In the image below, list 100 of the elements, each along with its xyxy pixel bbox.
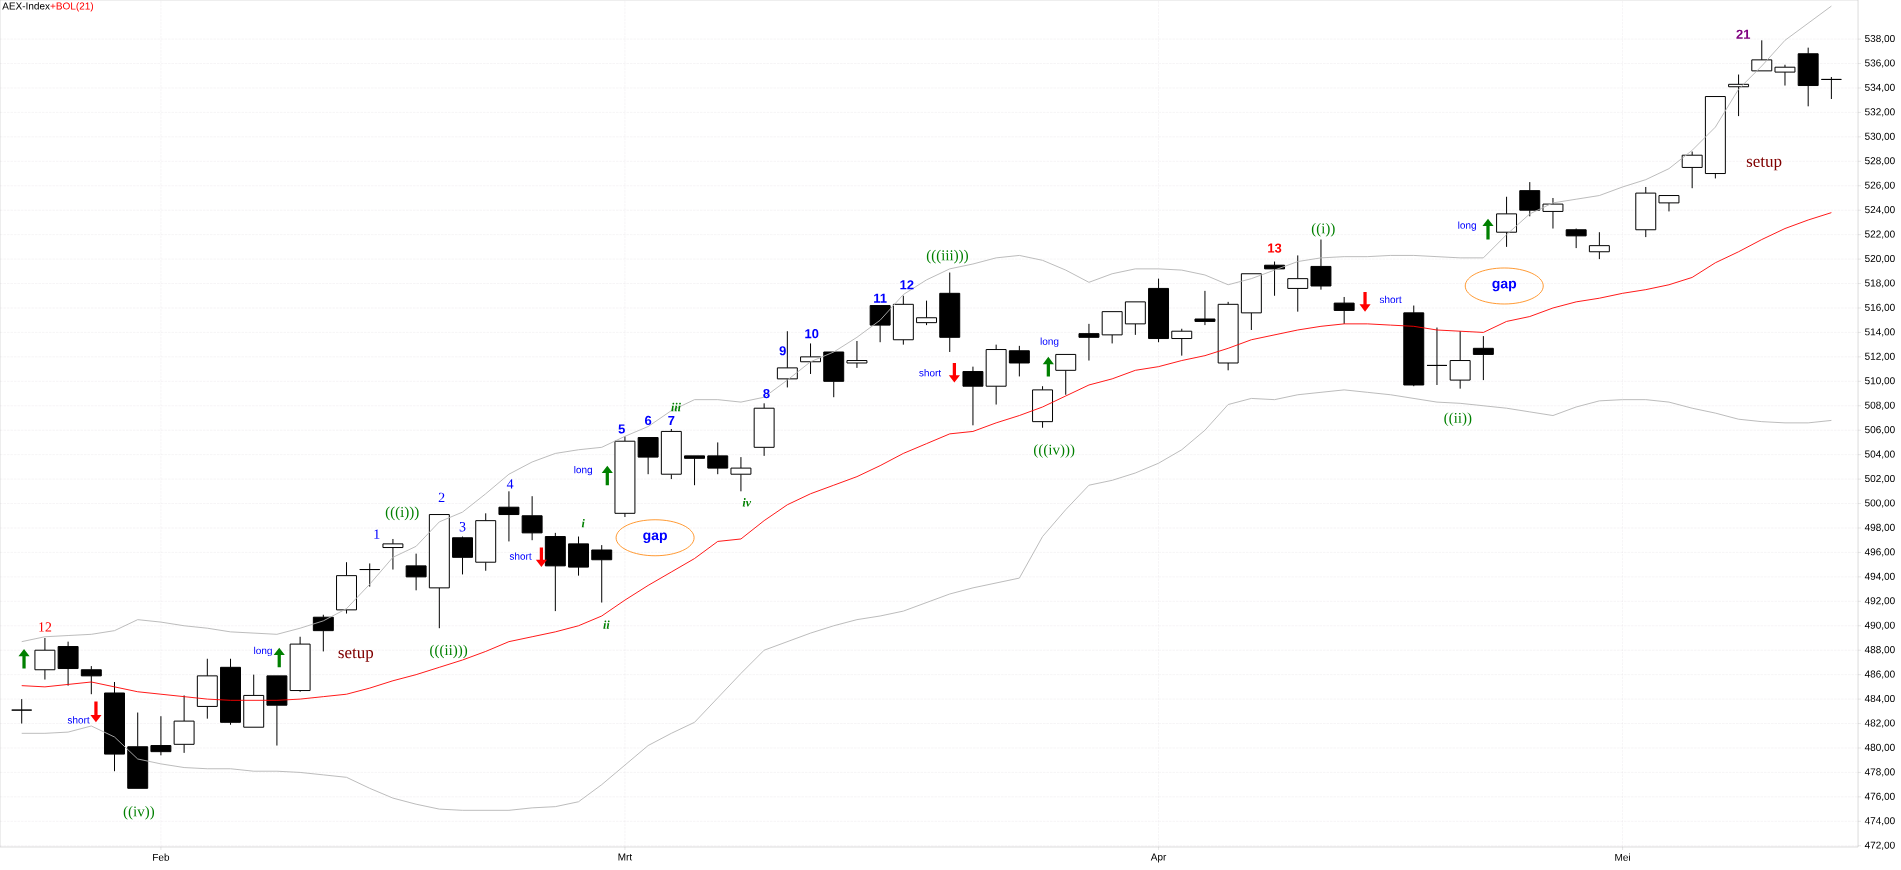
annotation: ii xyxy=(603,620,610,629)
candlestick xyxy=(823,351,845,398)
candlestick xyxy=(220,658,241,726)
candlestick xyxy=(776,330,798,388)
annotation: gap xyxy=(1492,280,1517,292)
candlestick xyxy=(1008,345,1030,377)
y-tick-label: 494,00 xyxy=(1864,572,1895,582)
y-tick-label: 538,00 xyxy=(1865,34,1895,44)
candlestick xyxy=(1240,273,1262,331)
y-tick-label: 474,00 xyxy=(1864,817,1895,826)
candlestick xyxy=(962,366,984,426)
y-tick-label: 486,00 xyxy=(1864,670,1895,679)
annotation: 21 xyxy=(1736,29,1751,39)
x-tick-label: Mei xyxy=(1615,853,1630,861)
x-tick-label: Apr xyxy=(1150,853,1167,863)
annotation: short xyxy=(1379,295,1402,304)
candlestick xyxy=(80,665,102,695)
annotation: long xyxy=(574,465,592,476)
y-tick-label: 496,00 xyxy=(1864,548,1895,557)
y-tick-label: 472,00 xyxy=(1864,841,1895,850)
candlestick xyxy=(1264,261,1286,297)
annotation: 7 xyxy=(668,415,675,425)
annotation: iv xyxy=(742,498,752,507)
annotation: (((iii))) xyxy=(926,249,968,264)
annotation: short xyxy=(509,552,532,560)
annotation: setup xyxy=(338,648,374,662)
x-tick-label: Feb xyxy=(153,853,170,861)
candlestick xyxy=(1032,385,1054,429)
candlestick xyxy=(614,435,636,518)
annotation: long xyxy=(1458,221,1476,231)
annotation: 3 xyxy=(459,522,466,532)
y-tick-label: 488,00 xyxy=(1864,646,1895,655)
candlestick xyxy=(1078,323,1100,362)
annotation: ((i)) xyxy=(1311,222,1335,237)
candlestick xyxy=(1148,278,1170,343)
annotation: i xyxy=(581,518,585,528)
candlestick xyxy=(1310,239,1332,291)
candlestick xyxy=(1658,195,1680,212)
y-tick-label: 508,00 xyxy=(1865,401,1895,410)
y-tick-label: 510,00 xyxy=(1865,377,1895,386)
candlestick xyxy=(127,712,149,789)
annotation: (((iv))) xyxy=(1033,444,1075,458)
y-tick-label: 522,00 xyxy=(1865,230,1895,239)
annotation: 12 xyxy=(900,280,914,290)
y-tick-label: 484,00 xyxy=(1864,694,1895,704)
chart-subtitle: +BOL(21) xyxy=(50,2,94,12)
annotation: (((ii))) xyxy=(430,644,468,659)
candlestick xyxy=(1542,197,1564,230)
y-tick-label: 498,00 xyxy=(1864,523,1895,533)
y-tick-label: 516,00 xyxy=(1865,303,1895,313)
candlestick xyxy=(1124,301,1146,336)
y-tick-label: 506,00 xyxy=(1865,426,1895,435)
y-tick-label: 500,00 xyxy=(1865,499,1895,508)
annotation: 9 xyxy=(779,346,786,356)
y-tick-label: 492,00 xyxy=(1864,597,1895,606)
candlestick xyxy=(1333,296,1355,325)
candlestick xyxy=(707,441,729,475)
candlestick xyxy=(104,681,125,772)
y-tick-label: 526,00 xyxy=(1865,181,1895,190)
y-tick-label: 504,00 xyxy=(1865,450,1895,459)
candlestick xyxy=(196,658,218,720)
chart-title: AEX-Index xyxy=(2,2,50,10)
candlestick xyxy=(869,305,891,343)
annotation: 8 xyxy=(763,388,770,399)
y-tick-label: 490,00 xyxy=(1864,621,1895,630)
candlestick xyxy=(916,300,938,326)
annotation: 5 xyxy=(618,424,625,434)
annotation: 13 xyxy=(1268,243,1282,253)
annotation: setup xyxy=(1746,157,1782,171)
candlestick xyxy=(1496,196,1518,248)
candlestick xyxy=(1449,330,1471,390)
candlestick xyxy=(753,402,775,457)
candlestick xyxy=(1588,231,1610,260)
candlestick xyxy=(1681,151,1703,189)
candlestick xyxy=(150,715,172,756)
annotation: 11 xyxy=(874,293,887,303)
annotation: ((iv)) xyxy=(123,805,155,820)
candlestick xyxy=(730,456,752,492)
y-tick-label: 480,00 xyxy=(1864,743,1895,753)
candlestick xyxy=(173,694,195,754)
y-tick-label: 528,00 xyxy=(1865,157,1895,166)
y-tick-label: 478,00 xyxy=(1864,768,1895,777)
annotation: short xyxy=(67,716,90,724)
candlestick xyxy=(336,561,357,615)
annotation: long xyxy=(254,646,272,657)
annotation: 4 xyxy=(506,479,514,489)
y-tick-label: 518,00 xyxy=(1865,279,1895,288)
x-tick-label: Mrt xyxy=(618,853,633,861)
candlestick xyxy=(846,340,868,369)
annotation: gap xyxy=(643,532,667,544)
y-tick-label: 520,00 xyxy=(1865,254,1895,264)
y-tick-label: 512,00 xyxy=(1865,352,1895,362)
candlestick xyxy=(1194,290,1216,326)
candlestick xyxy=(892,295,914,346)
candlestick xyxy=(1635,186,1657,238)
annotation: ((ii)) xyxy=(1444,412,1472,427)
candlestick xyxy=(1171,328,1193,357)
y-tick-label: 536,00 xyxy=(1865,59,1895,68)
annotation: 10 xyxy=(805,329,819,339)
annotation: 2 xyxy=(438,492,445,503)
